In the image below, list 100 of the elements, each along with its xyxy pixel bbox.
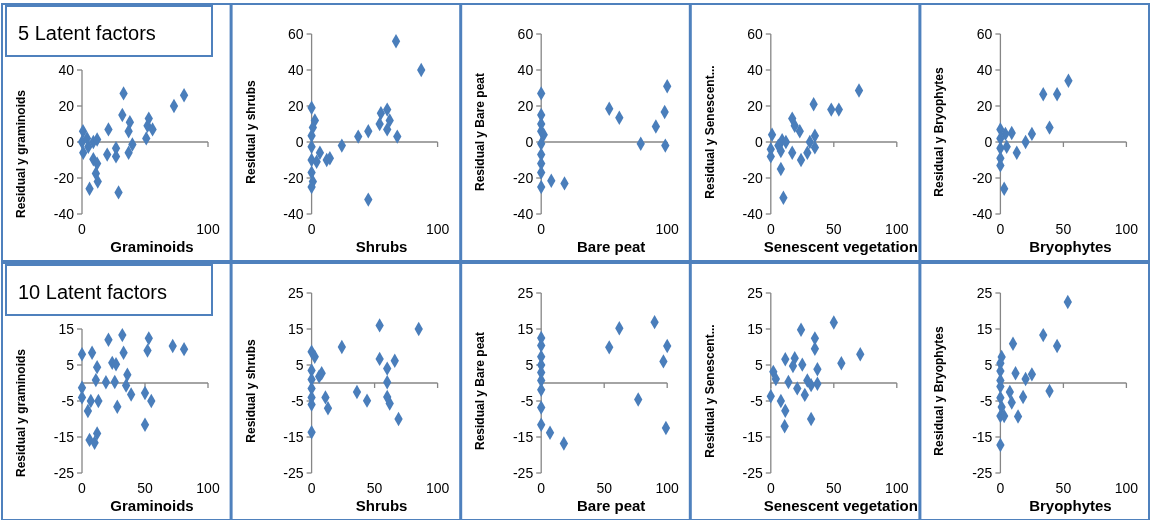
y-tick-label: 60 bbox=[747, 25, 764, 42]
y-tick-label: 15 bbox=[747, 320, 764, 337]
y-tick-label: -15 bbox=[283, 428, 304, 445]
x-axis-title: Graminoids bbox=[110, 497, 194, 514]
y-tick-label: 0 bbox=[295, 133, 304, 150]
x-tick-label: 100 bbox=[885, 221, 909, 237]
x-tick-label: 100 bbox=[425, 480, 450, 496]
y-tick-label: -5 bbox=[520, 392, 534, 409]
y-tick-label: -40 bbox=[53, 205, 75, 222]
x-tick-label: 0 bbox=[996, 221, 1005, 237]
x-axis-title: Bare peat bbox=[577, 497, 646, 514]
x-tick-label: 50 bbox=[1055, 480, 1072, 496]
x-tick-label: 50 bbox=[137, 480, 153, 496]
y-tick-label: -20 bbox=[283, 169, 304, 186]
x-axis-title: Bryophytes bbox=[1029, 238, 1112, 255]
y-tick-label: 40 bbox=[747, 61, 764, 78]
y-tick-label: -25 bbox=[512, 464, 534, 481]
x-tick-label: 0 bbox=[537, 480, 546, 496]
x-tick-label: 0 bbox=[996, 480, 1005, 496]
y-tick-label: 15 bbox=[976, 320, 993, 337]
y-tick-label: -25 bbox=[53, 464, 75, 481]
y-axis-title: Residual y Senescent... bbox=[702, 324, 717, 458]
y-tick-label: 40 bbox=[517, 61, 534, 78]
y-axis-title: Residual y Senescent... bbox=[702, 65, 717, 199]
x-axis-title: Senescent vegetation bbox=[763, 238, 918, 255]
x-tick-label: 50 bbox=[826, 480, 842, 496]
y-tick-label: 40 bbox=[58, 61, 75, 78]
y-tick-label: -25 bbox=[742, 464, 764, 481]
y-tick-label: 5 bbox=[66, 356, 75, 373]
y-tick-label: 5 bbox=[755, 356, 763, 373]
y-axis-title: Residual y shrubs bbox=[243, 339, 258, 443]
x-tick-label: 100 bbox=[196, 221, 220, 237]
y-tick-label: -20 bbox=[512, 169, 534, 186]
y-tick-label: 0 bbox=[66, 133, 75, 150]
y-axis-title: Residual y graminoids bbox=[14, 89, 28, 219]
y-tick-label: -15 bbox=[512, 428, 534, 445]
y-tick-label: 25 bbox=[976, 284, 993, 301]
y-tick-label: -15 bbox=[742, 428, 764, 445]
y-tick-label: -5 bbox=[291, 392, 304, 409]
y-tick-label: 0 bbox=[755, 133, 763, 150]
y-tick-label: -20 bbox=[742, 169, 764, 186]
y-tick-label: 20 bbox=[747, 97, 764, 114]
y-tick-label: 25 bbox=[517, 284, 534, 301]
x-axis-title: Shrubs bbox=[355, 497, 408, 514]
y-tick-label: 60 bbox=[288, 25, 304, 42]
y-tick-label: -25 bbox=[972, 464, 993, 481]
chart-title: 5 Latent factors bbox=[18, 22, 156, 44]
y-axis-title: Residual y Bryophytes bbox=[932, 325, 947, 456]
x-tick-label: 0 bbox=[766, 480, 775, 496]
y-tick-label: -25 bbox=[283, 464, 304, 481]
x-tick-label: 100 bbox=[885, 480, 909, 496]
x-axis-title: Senescent vegetation bbox=[763, 497, 918, 514]
x-axis-title: Bryophytes bbox=[1029, 497, 1112, 514]
y-tick-label: 25 bbox=[288, 284, 304, 301]
y-tick-label: -40 bbox=[972, 205, 993, 222]
y-tick-label: 20 bbox=[976, 97, 993, 114]
x-tick-label: 0 bbox=[766, 221, 775, 237]
y-tick-label: 20 bbox=[288, 97, 304, 114]
y-tick-label: -20 bbox=[53, 169, 75, 186]
x-axis-title: Bare peat bbox=[577, 238, 646, 255]
y-tick-label: -15 bbox=[53, 428, 75, 445]
y-tick-label: -20 bbox=[972, 169, 993, 186]
y-tick-label: -40 bbox=[742, 205, 764, 222]
x-tick-label: 50 bbox=[1055, 221, 1072, 237]
y-tick-label: 15 bbox=[517, 320, 534, 337]
y-axis-title: Residual y Bare peat bbox=[473, 331, 488, 451]
y-tick-label: 60 bbox=[976, 25, 993, 42]
x-tick-label: 100 bbox=[1114, 480, 1139, 496]
x-tick-label: 100 bbox=[1114, 221, 1139, 237]
y-tick-label: 40 bbox=[288, 61, 304, 78]
y-tick-label: 60 bbox=[517, 25, 534, 42]
y-tick-label: -40 bbox=[283, 205, 304, 222]
x-tick-label: 50 bbox=[826, 221, 842, 237]
y-tick-label: 0 bbox=[525, 133, 534, 150]
x-tick-label: 0 bbox=[307, 221, 316, 237]
y-tick-label: 25 bbox=[747, 284, 764, 301]
y-tick-label: 15 bbox=[58, 320, 75, 337]
y-tick-label: 15 bbox=[288, 320, 304, 337]
x-axis-title: Graminoids bbox=[110, 238, 194, 255]
y-tick-label: 5 bbox=[984, 356, 993, 373]
y-tick-label: -40 bbox=[512, 205, 534, 222]
y-tick-label: -5 bbox=[750, 392, 764, 409]
y-tick-label: 0 bbox=[984, 133, 993, 150]
x-tick-label: 100 bbox=[655, 221, 680, 237]
x-tick-label: 50 bbox=[596, 480, 613, 496]
y-axis-title: Residual y graminoids bbox=[14, 348, 28, 478]
x-tick-label: 100 bbox=[196, 480, 220, 496]
x-tick-label: 50 bbox=[366, 480, 383, 496]
y-tick-label: 5 bbox=[525, 356, 534, 373]
x-tick-label: 100 bbox=[425, 221, 450, 237]
y-tick-label: 5 bbox=[295, 356, 304, 373]
x-tick-label: 0 bbox=[307, 480, 316, 496]
x-tick-label: 100 bbox=[655, 480, 680, 496]
y-tick-label: -15 bbox=[972, 428, 993, 445]
y-axis-title: Residual y Bare peat bbox=[473, 72, 488, 192]
x-axis-title: Shrubs bbox=[355, 238, 408, 255]
x-tick-label: 0 bbox=[537, 221, 546, 237]
chart-title: 10 Latent factors bbox=[18, 281, 167, 303]
x-tick-label: 0 bbox=[78, 480, 87, 496]
y-tick-label: -5 bbox=[61, 392, 75, 409]
